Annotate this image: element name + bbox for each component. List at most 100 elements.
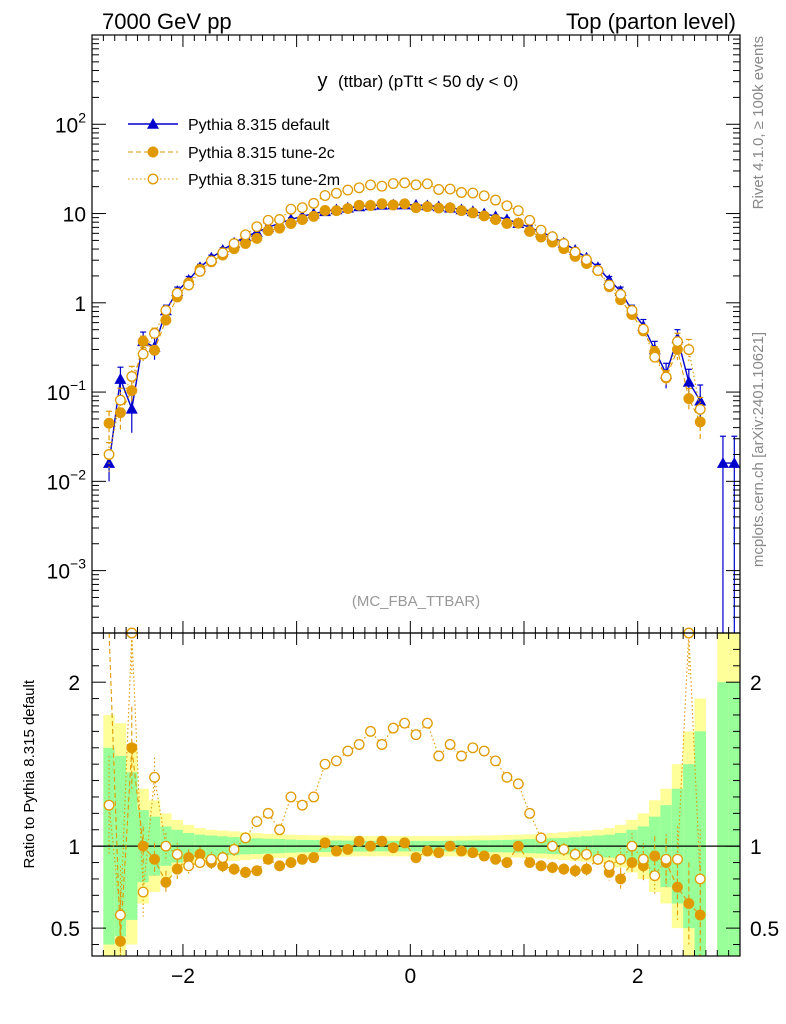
- ratio-point: [103, 799, 115, 811]
- data-point: [330, 187, 342, 199]
- ratio-point: [456, 845, 467, 857]
- data-point: [581, 254, 592, 266]
- ratio-point: [137, 840, 149, 852]
- ratio-point: [387, 722, 399, 734]
- ratio-point: [228, 843, 240, 855]
- ratio-point: [285, 791, 297, 803]
- data-point: [456, 205, 467, 217]
- ratio-point: [171, 848, 183, 860]
- data-point: [592, 265, 604, 276]
- data-point: [512, 205, 524, 217]
- y-tick-label: 10−3: [47, 556, 87, 584]
- ratio-point: [205, 853, 217, 865]
- data-point: [125, 402, 138, 414]
- ratio-point: [217, 852, 229, 864]
- ratio-point: [524, 857, 536, 868]
- data-point: [251, 221, 263, 233]
- data-point: [183, 279, 195, 291]
- ratio-point: [558, 843, 570, 855]
- ratio-plot-frame: [91, 632, 741, 957]
- ratio-point: [467, 847, 479, 859]
- data-point: [456, 187, 467, 198]
- data-point: [478, 190, 490, 202]
- ratio-point: [649, 870, 661, 882]
- ratio-point: [683, 898, 695, 909]
- ratio-point: [262, 807, 274, 819]
- ratio-point: [433, 847, 445, 859]
- data-point: [262, 214, 274, 226]
- data-point: [682, 375, 695, 387]
- upper-series-layer: [103, 177, 741, 633]
- ratio-point: [114, 909, 126, 921]
- data-point: [103, 417, 115, 429]
- legend-marker-0: [147, 118, 159, 129]
- ratio-point: [626, 857, 638, 868]
- data-point: [296, 202, 308, 214]
- data-point: [399, 177, 411, 189]
- ratio-point: [478, 850, 490, 862]
- data-point: [103, 457, 116, 468]
- legend-marker-2: [147, 173, 159, 185]
- ratio-line-1: [108, 632, 701, 942]
- ratio-point: [365, 725, 376, 737]
- ratio-point: [672, 853, 683, 865]
- ratio-point: [160, 876, 172, 888]
- data-point: [228, 238, 240, 250]
- ratio-point: [330, 755, 342, 767]
- ratio-point: [240, 866, 251, 878]
- ratio-point: [387, 842, 399, 854]
- ratio-point: [251, 865, 263, 877]
- data-point: [353, 182, 365, 194]
- data-point: [490, 214, 502, 226]
- ratio-point: [365, 840, 376, 852]
- data-point: [240, 229, 251, 241]
- ratio-point: [637, 853, 649, 865]
- data-point: [433, 184, 445, 195]
- y-tick-label: 10−1: [47, 377, 87, 405]
- data-point: [478, 210, 490, 222]
- data-point: [535, 224, 547, 236]
- ratio-point: [592, 853, 604, 865]
- chart-title-detail: (ttbar) (pTtt < 50 dy < 0): [338, 72, 518, 91]
- data-point: [114, 394, 126, 406]
- chart-title: y (ttbar) (pTtt < 50 dy < 0): [318, 70, 519, 92]
- x-tick-label: −2: [171, 965, 195, 988]
- legend-label-2: Pythia 8.315 tune-2m: [188, 172, 340, 189]
- ratio-y-tick-label: 0.5: [51, 918, 80, 941]
- ratio-point: [296, 799, 308, 811]
- ratio-point: [296, 853, 308, 865]
- ratio-point: [274, 860, 286, 872]
- data-point: [672, 336, 683, 348]
- data-point: [444, 183, 456, 195]
- ratio-point: [330, 845, 342, 857]
- data-point: [637, 323, 649, 335]
- data-point: [376, 198, 388, 210]
- data-point: [205, 255, 217, 267]
- data-point: [728, 457, 741, 468]
- data-point: [512, 217, 524, 229]
- ratio-point: [501, 771, 513, 783]
- ratio-point: [626, 840, 638, 852]
- ratio-point: [546, 840, 558, 852]
- ratio-point: [194, 857, 206, 868]
- data-point: [524, 225, 536, 237]
- data-point: [716, 457, 729, 468]
- ratio-point: [376, 835, 388, 847]
- data-point: [126, 385, 138, 396]
- ratio-point: [353, 835, 365, 847]
- ratio-point: [478, 745, 490, 757]
- ratio-point: [308, 852, 320, 864]
- ratio-point: [546, 862, 558, 873]
- series-line-2: [108, 182, 701, 455]
- ratio-point: [421, 717, 433, 729]
- ratio-point: [535, 832, 547, 844]
- data-point: [467, 187, 479, 199]
- ratio-point: [581, 863, 592, 875]
- data-point: [251, 232, 263, 244]
- axes-layer: −2 0 2 10−3 10−2 10−1 1 10 102 0.5 0.5 1 1 2 2: [47, 34, 779, 988]
- legend-label-1: Pythia 8.315 tune-2c: [188, 145, 335, 162]
- data-point: [296, 214, 308, 226]
- rivet-version-label: Rivet 4.1.0, ≥ 100k events: [750, 36, 767, 209]
- data-point: [330, 205, 342, 217]
